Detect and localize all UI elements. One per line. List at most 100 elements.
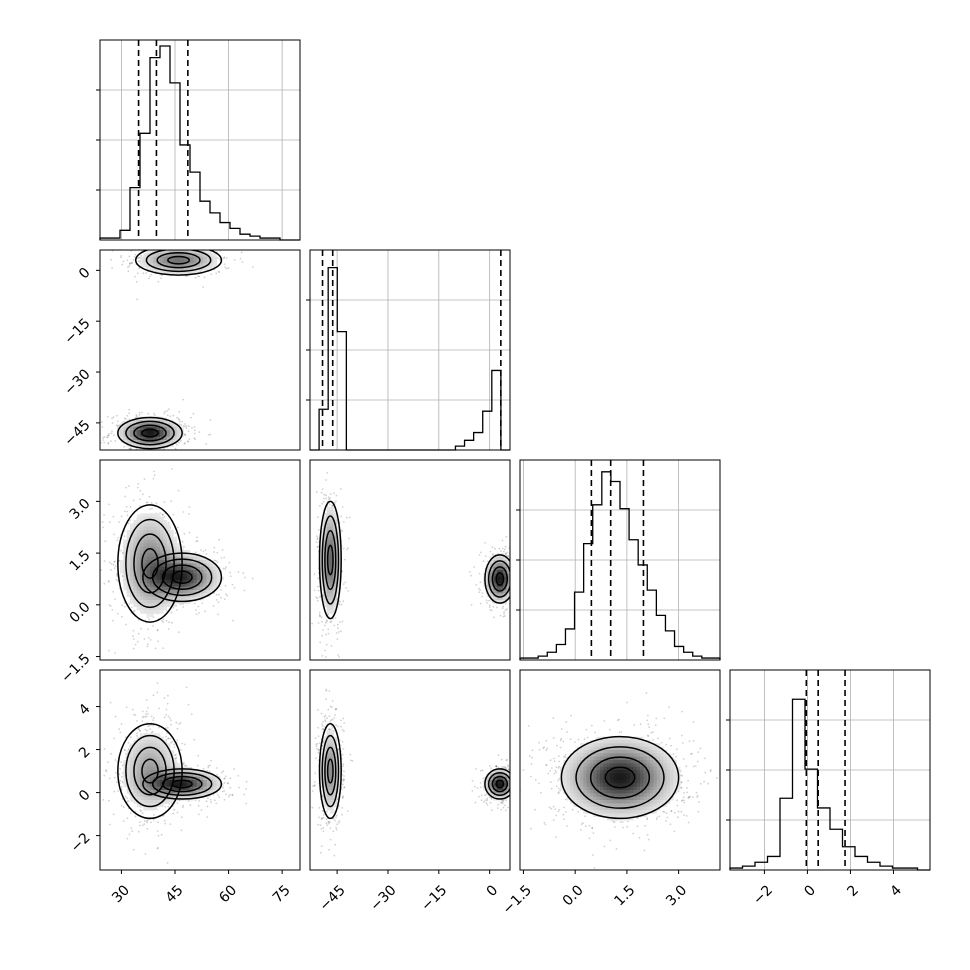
scatter-point bbox=[325, 497, 328, 500]
density-cell bbox=[146, 596, 151, 601]
scatter-point bbox=[335, 494, 338, 497]
density-cell bbox=[126, 576, 131, 581]
density-cell bbox=[183, 553, 188, 558]
scatter-point bbox=[239, 257, 242, 260]
density-cell bbox=[163, 443, 168, 448]
density-cell bbox=[133, 420, 138, 424]
scatter-point bbox=[176, 811, 179, 814]
density-cell bbox=[136, 560, 141, 564]
scatter-point bbox=[103, 774, 106, 777]
scatter-point bbox=[144, 853, 147, 855]
density-cell bbox=[323, 520, 328, 524]
scatter-point bbox=[494, 547, 496, 550]
density-cell bbox=[330, 560, 334, 564]
density-cell bbox=[140, 543, 144, 548]
scatter-point bbox=[322, 629, 324, 631]
density-cell bbox=[173, 600, 178, 604]
scatter-point bbox=[182, 871, 184, 873]
scatter-point bbox=[221, 771, 223, 774]
density-cell bbox=[336, 533, 341, 538]
density-cell bbox=[326, 583, 331, 588]
scatter-point bbox=[179, 248, 181, 250]
density-cell bbox=[323, 536, 328, 541]
density-cell bbox=[490, 593, 494, 598]
scatter-point bbox=[165, 610, 168, 612]
density-cell bbox=[190, 596, 194, 601]
scatter-point bbox=[514, 593, 516, 595]
scatter-point bbox=[107, 451, 109, 453]
scatter-point bbox=[128, 408, 131, 411]
density-cell bbox=[153, 536, 158, 541]
scatter-point bbox=[131, 261, 134, 264]
density-cell bbox=[130, 556, 134, 561]
scatter-point bbox=[226, 594, 229, 597]
density-cell bbox=[153, 566, 158, 571]
density-cell bbox=[176, 543, 181, 548]
scatter-point bbox=[158, 707, 160, 710]
scatter-point bbox=[190, 245, 192, 247]
density-cell bbox=[146, 550, 151, 554]
scatter-point bbox=[205, 800, 208, 803]
density-cell bbox=[320, 533, 324, 538]
density-cell bbox=[200, 580, 204, 584]
density-cell bbox=[213, 263, 218, 268]
density-cell bbox=[500, 590, 504, 594]
scatter-point bbox=[128, 263, 131, 265]
scatter-point bbox=[129, 812, 132, 814]
scatter-point bbox=[500, 550, 502, 552]
scatter-point bbox=[164, 410, 166, 413]
density-cell bbox=[160, 750, 164, 754]
scatter-point bbox=[224, 777, 226, 780]
scatter-point bbox=[316, 546, 319, 548]
scatter-point bbox=[210, 759, 213, 762]
density-cell bbox=[326, 606, 331, 611]
density-cell bbox=[330, 593, 334, 598]
scatter-point bbox=[110, 569, 112, 571]
density-cell bbox=[506, 583, 510, 588]
scatter-point bbox=[107, 434, 110, 437]
scatter-point bbox=[347, 590, 349, 592]
density-cell bbox=[133, 540, 138, 544]
scatter-point bbox=[228, 794, 231, 796]
scatter-point bbox=[144, 728, 147, 731]
contour-line bbox=[133, 533, 167, 594]
density-cell bbox=[146, 530, 151, 534]
density-cell bbox=[123, 426, 128, 431]
density-cell bbox=[156, 580, 161, 584]
scatter-point bbox=[338, 603, 341, 606]
scatter-point bbox=[150, 715, 153, 718]
density-cell bbox=[146, 600, 151, 604]
density-cell bbox=[186, 600, 191, 604]
density-cell bbox=[500, 580, 504, 584]
density-cell bbox=[156, 516, 161, 521]
scatter-point bbox=[134, 275, 136, 278]
density-cell bbox=[153, 426, 158, 431]
contour-line bbox=[117, 504, 183, 623]
density-cell bbox=[503, 566, 508, 571]
scatter-point bbox=[170, 723, 172, 726]
density-cell bbox=[146, 580, 151, 584]
density-cell bbox=[160, 443, 164, 448]
scatter-point bbox=[130, 827, 133, 829]
density-cell bbox=[140, 610, 144, 614]
density-cell bbox=[150, 610, 154, 614]
scatter-point bbox=[486, 602, 488, 604]
scatter-point bbox=[506, 551, 508, 554]
scatter-point bbox=[339, 600, 341, 603]
scatter-point bbox=[111, 417, 113, 420]
density-cell bbox=[156, 543, 161, 548]
density-cell bbox=[323, 530, 328, 534]
density-cell bbox=[500, 600, 504, 604]
density-cell bbox=[123, 430, 128, 434]
density-cell bbox=[323, 540, 328, 544]
scatter-point bbox=[130, 736, 132, 739]
scatter-point bbox=[498, 547, 501, 550]
density-cell bbox=[156, 270, 161, 274]
density-cell bbox=[206, 250, 211, 254]
density-cell bbox=[203, 263, 208, 268]
scatter-point bbox=[518, 590, 520, 592]
scatter-point bbox=[115, 578, 118, 581]
scatter-point bbox=[115, 573, 118, 575]
scatter-point bbox=[333, 624, 336, 627]
density-cell bbox=[183, 590, 188, 594]
